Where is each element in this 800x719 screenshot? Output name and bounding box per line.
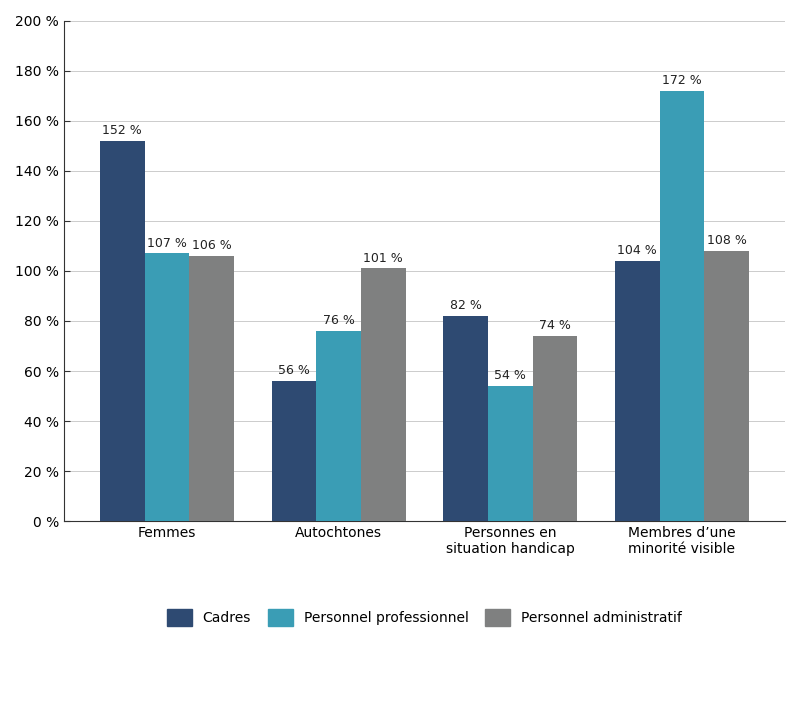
Bar [145, 253, 190, 521]
Legend: Cadres, Personnel professionnel, Personnel administratif: Cadres, Personnel professionnel, Personn… [161, 603, 688, 631]
Text: 152 %: 152 % [102, 124, 142, 137]
Text: 104 %: 104 % [618, 244, 658, 257]
Bar [272, 381, 316, 521]
Text: 54 %: 54 % [494, 370, 526, 383]
Text: 56 %: 56 % [278, 365, 310, 377]
Bar [316, 331, 361, 521]
Text: 172 %: 172 % [662, 74, 702, 87]
Bar [533, 336, 578, 521]
Text: 108 %: 108 % [706, 234, 746, 247]
Text: 106 %: 106 % [192, 239, 231, 252]
Bar [615, 261, 660, 521]
Text: 107 %: 107 % [147, 237, 187, 249]
Text: 101 %: 101 % [363, 252, 403, 265]
Bar [361, 268, 406, 521]
Bar [704, 251, 749, 521]
Text: 74 %: 74 % [539, 319, 571, 332]
Text: 82 %: 82 % [450, 299, 482, 312]
Bar [660, 91, 704, 521]
Bar [488, 386, 533, 521]
Text: 76 %: 76 % [322, 314, 354, 327]
Bar [100, 141, 145, 521]
Bar [443, 316, 488, 521]
Bar [190, 256, 234, 521]
